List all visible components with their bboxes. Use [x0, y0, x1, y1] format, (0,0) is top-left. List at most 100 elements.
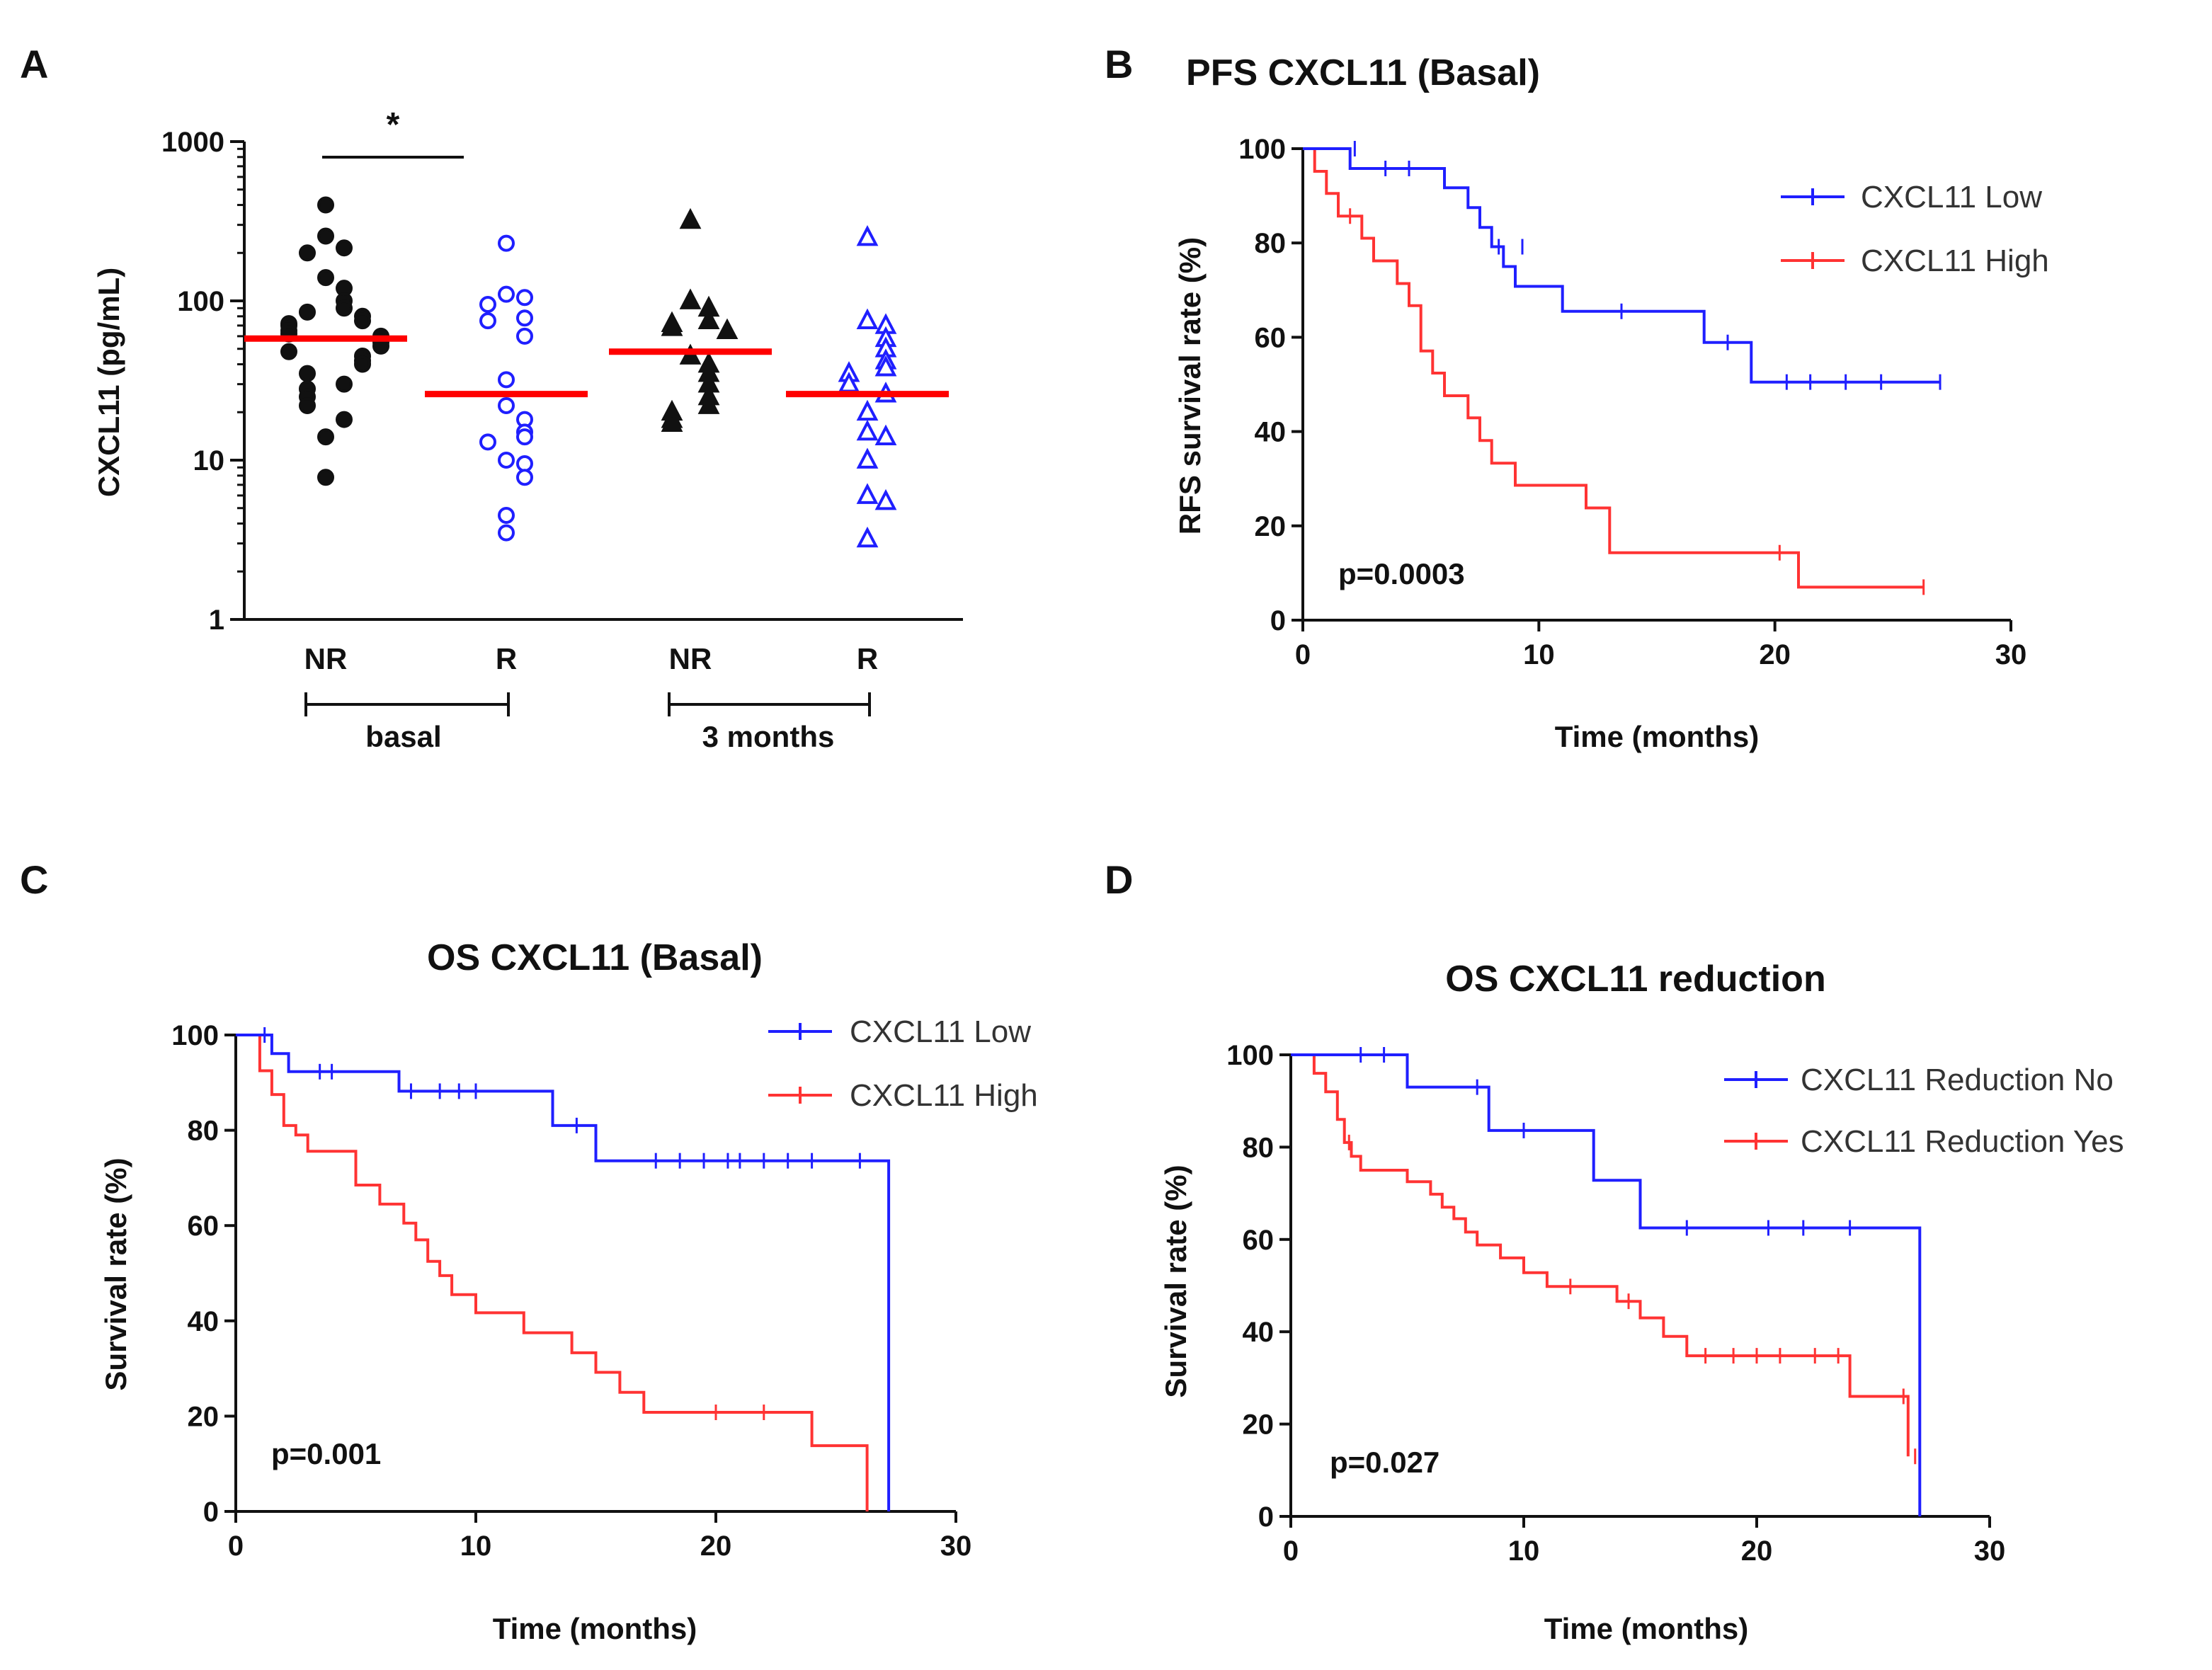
- a-category-label: NR: [304, 642, 348, 675]
- a-group-label-basal: basal: [365, 720, 441, 753]
- a-data-point: [354, 312, 371, 330]
- a-data-point: [498, 524, 515, 542]
- x-tick-label: 30: [1995, 639, 2027, 670]
- a-data-point: [679, 288, 702, 309]
- a-data-point: [336, 411, 353, 428]
- a-data-point: [299, 244, 316, 262]
- y-tick-label: 80: [188, 1116, 220, 1147]
- a-data-point: [299, 396, 316, 414]
- c-legend-low: CXCL11 Low: [850, 1014, 1031, 1049]
- b-p-value: p=0.0003: [1338, 557, 1465, 590]
- a-data-point: [498, 507, 515, 525]
- a-data-point: [856, 526, 879, 548]
- c-chart-title: OS CXCL11 (Basal): [427, 937, 763, 978]
- y-tick-label: 100: [171, 1020, 219, 1051]
- y-tick-label: 20: [188, 1401, 220, 1432]
- a-group-label-3-months: 3 months: [702, 720, 835, 753]
- a-data-point: [874, 488, 897, 510]
- km-curve-cxcl11-high: [1303, 147, 1924, 589]
- y-tick-label: 100: [1238, 134, 1286, 165]
- y-tick-label: 20: [1255, 511, 1287, 542]
- x-tick-label: 0: [1295, 639, 1311, 670]
- y-tick-label: 60: [1243, 1225, 1275, 1256]
- a-data-point: [874, 424, 897, 446]
- panel-d: D OS CXCL11 reduction Survival rate (%) …: [1105, 857, 2124, 1645]
- a-data-point: [661, 315, 683, 336]
- d-legend-yes: CXCL11 Reduction Yes: [1801, 1124, 2124, 1159]
- x-tick-label: 20: [1759, 639, 1791, 670]
- a-data-point: [697, 308, 720, 330]
- a-data-point: [299, 365, 316, 382]
- x-tick-label: 20: [700, 1531, 732, 1562]
- km-curve-cxcl11-high: [236, 1034, 869, 1511]
- y-tick-label: 40: [1243, 1317, 1275, 1348]
- a-data-point: [498, 285, 515, 303]
- a-data-point: [498, 452, 515, 469]
- a-y-tick-label: 1000: [161, 127, 224, 158]
- y-tick-label: 0: [1258, 1502, 1274, 1533]
- x-tick-label: 30: [1974, 1535, 2006, 1567]
- c-legend: CXCL11 Low CXCL11 High: [768, 1014, 1038, 1113]
- a-data-point: [498, 371, 515, 389]
- d-x-axis-title: Time (months): [1544, 1612, 1749, 1645]
- y-tick-label: 40: [188, 1306, 220, 1337]
- a-data-point: [336, 239, 353, 257]
- a-data-point: [516, 428, 533, 446]
- km-curve-cxcl11-reduction-no: [1291, 1053, 1922, 1516]
- b-y-axis-title: RFS survival rate (%): [1173, 237, 1207, 534]
- y-tick-label: 0: [1270, 605, 1286, 636]
- y-tick-label: 20: [1243, 1409, 1275, 1441]
- y-tick-label: 100: [1226, 1040, 1274, 1071]
- b-x-axis-title: Time (months): [1555, 720, 1760, 753]
- y-tick-label: 0: [203, 1497, 219, 1528]
- km-curve-cxcl11-reduction-yes: [1291, 1053, 1910, 1457]
- d-legend-no: CXCL11 Reduction No: [1801, 1063, 2114, 1097]
- a-data-point: [516, 455, 533, 473]
- a-data-point: [479, 296, 496, 314]
- a-data-point: [874, 355, 897, 377]
- b-legend: CXCL11 Low CXCL11 High: [1781, 180, 2049, 278]
- a-data-point: [856, 483, 879, 504]
- c-x-axis-title: Time (months): [493, 1612, 697, 1645]
- c-legend-high: CXCL11 High: [850, 1078, 1038, 1113]
- a-data-point: [354, 355, 371, 373]
- a-category-label: R: [496, 642, 517, 675]
- a-y-tick-label: 10: [193, 445, 225, 476]
- km-curve-cxcl11-low: [236, 1034, 891, 1511]
- y-tick-label: 80: [1255, 228, 1287, 259]
- a-data-point: [336, 299, 353, 317]
- b-legend-high: CXCL11 High: [1861, 244, 2049, 278]
- a-data-point: [317, 469, 334, 486]
- a-data-point: [479, 433, 496, 451]
- d-legend: CXCL11 Reduction No CXCL11 Reduction Yes: [1724, 1063, 2124, 1159]
- a-data-point: [479, 312, 496, 330]
- c-y-axis-title: Survival rate (%): [99, 1157, 132, 1390]
- a-category-label: NR: [669, 642, 712, 675]
- a-data-point: [679, 343, 702, 365]
- a-data-point: [299, 303, 316, 321]
- a-data-point: [856, 399, 879, 421]
- y-tick-label: 80: [1243, 1132, 1275, 1163]
- x-tick-label: 0: [1283, 1535, 1299, 1567]
- km-curve-cxcl11-low: [1303, 147, 1940, 384]
- a-category-label: R: [857, 642, 878, 675]
- x-tick-label: 10: [1508, 1535, 1540, 1567]
- panel-letter-b: B: [1105, 42, 1133, 86]
- a-data-point: [856, 419, 879, 441]
- a-y-axis-title: CXCL11 (pg/mL): [92, 268, 125, 497]
- a-data-point: [516, 309, 533, 327]
- y-tick-label: 60: [1255, 322, 1287, 353]
- a-y-tick-label: 100: [177, 286, 224, 317]
- d-p-value: p=0.027: [1330, 1446, 1439, 1479]
- b-chart-title: PFS CXCL11 (Basal): [1186, 52, 1540, 93]
- panel-c: C OS CXCL11 (Basal) Survival rate (%) Ti…: [20, 857, 1038, 1645]
- a-data-point: [856, 308, 879, 330]
- a-data-point: [498, 396, 515, 414]
- a-data-point: [317, 227, 334, 245]
- a-data-point: [856, 447, 879, 469]
- a-data-point: [661, 411, 683, 433]
- b-legend-low: CXCL11 Low: [1861, 180, 2042, 215]
- a-data-point: [856, 224, 879, 246]
